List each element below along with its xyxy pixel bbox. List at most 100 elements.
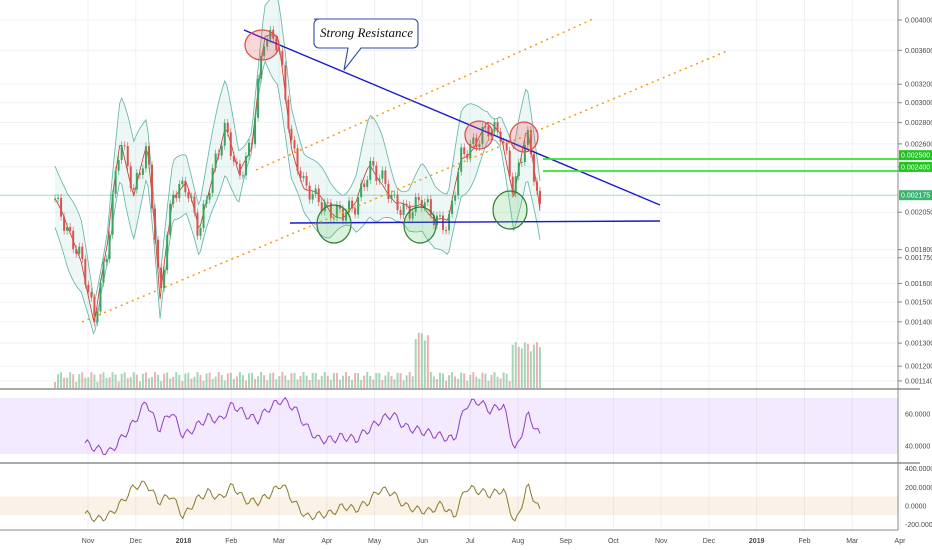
candle-body <box>511 176 514 194</box>
volume-bar <box>214 376 217 388</box>
candle-body <box>102 261 105 283</box>
candle-body <box>296 148 299 171</box>
volume-bar <box>481 372 484 388</box>
candle-body <box>57 197 60 199</box>
volume-bar <box>84 377 87 388</box>
callout-box[interactable] <box>313 18 419 71</box>
volume-bar <box>87 377 90 388</box>
volume-bar <box>169 378 172 388</box>
upper-channel-line[interactable] <box>255 18 594 171</box>
volume-bar <box>314 372 317 388</box>
descending-resistance-line[interactable] <box>243 29 661 206</box>
candle-body <box>205 199 208 204</box>
volume-bar <box>451 372 454 388</box>
volume-bar <box>402 380 405 388</box>
price-axis-label: 0.003600 <box>905 48 932 55</box>
candle-body <box>390 194 393 200</box>
candle-body <box>223 122 226 146</box>
volume-bar <box>90 372 93 388</box>
volume-bar <box>338 379 341 388</box>
candle-body <box>369 160 372 180</box>
volume-bar <box>63 377 66 388</box>
candle-body <box>214 153 217 169</box>
candle-body <box>387 183 390 200</box>
candle-body <box>217 153 220 156</box>
volume-bar <box>448 375 451 388</box>
candle-body <box>81 246 84 260</box>
volume-bar <box>263 375 266 388</box>
cci-axis-label: 200.0000 <box>905 485 932 492</box>
price-axis-label: 0.001600 <box>905 281 932 288</box>
candle-body <box>211 168 214 193</box>
candle-body <box>123 145 126 147</box>
candle-body <box>535 181 538 191</box>
green-circle-1[interactable] <box>316 204 352 244</box>
volume-bar <box>75 381 78 388</box>
volume-bar <box>375 372 378 388</box>
volume-bar <box>278 376 281 388</box>
volume-bar <box>332 373 335 388</box>
candle-body <box>141 168 144 175</box>
volume-bar <box>241 375 244 388</box>
cci-axis-label: 0.0000 <box>905 503 927 510</box>
volume-bar <box>323 372 326 388</box>
candle-body <box>144 146 147 169</box>
candle-body <box>472 137 475 144</box>
candle-body <box>363 183 366 188</box>
volume-bar <box>420 333 423 388</box>
candle-body <box>99 282 102 312</box>
candle-body <box>151 164 153 209</box>
volume-bar <box>487 380 490 388</box>
volume-bar <box>163 373 166 388</box>
rsi-axis-label: 40.0000 <box>905 444 930 451</box>
volume-bar <box>308 379 311 388</box>
red-circle-right[interactable] <box>509 121 539 153</box>
candle-body <box>487 126 490 137</box>
volume-bar <box>417 332 420 388</box>
candle-body <box>169 203 172 236</box>
volume-bar <box>363 375 366 388</box>
volume-bar <box>211 378 214 388</box>
candle-body <box>69 226 72 231</box>
time-axis-label: Apr <box>895 538 907 545</box>
candle-body <box>332 217 335 219</box>
time-axis-label: 2018 <box>176 538 192 545</box>
volume-bar <box>78 374 81 388</box>
volume-bar <box>435 379 438 388</box>
candle-body <box>532 153 535 182</box>
volume-bar <box>438 372 441 388</box>
price-axis-label: 0.003200 <box>905 82 932 89</box>
time-axis-label: Mar <box>273 538 286 545</box>
volume-bar <box>272 372 275 388</box>
candle-body <box>196 212 199 236</box>
lower-channel-line[interactable] <box>81 50 728 323</box>
volume-bar <box>526 343 529 388</box>
green-circle-2[interactable] <box>403 206 437 244</box>
volume-bar <box>478 378 481 388</box>
volume-bar <box>190 378 193 388</box>
green-circle-3[interactable] <box>492 190 528 230</box>
price-axis-label: 0.002600 <box>905 141 932 148</box>
volume-bar <box>539 347 541 388</box>
volume-bar <box>181 380 184 388</box>
volume-bar <box>154 372 157 388</box>
volume-bar <box>72 374 75 388</box>
candle-body <box>508 150 511 177</box>
candle-body <box>520 162 523 164</box>
candle-body <box>529 130 532 154</box>
price-axis-label: 0.001140 <box>905 378 932 385</box>
red-circle-mid[interactable] <box>464 120 494 150</box>
cci-panel <box>0 480 898 523</box>
price-axis-label: 0.002800 <box>905 120 932 127</box>
red-circle-top-left[interactable] <box>244 29 280 61</box>
candle-body <box>317 188 320 203</box>
candle-body <box>114 170 117 194</box>
price-tag-label: 0.002400 <box>901 164 930 171</box>
candle-body <box>381 170 384 179</box>
candle-body <box>338 204 341 209</box>
volume-bar <box>208 372 211 388</box>
candle-body <box>87 284 90 293</box>
support-line[interactable] <box>289 220 661 224</box>
bollinger-upper-line <box>54 0 541 299</box>
